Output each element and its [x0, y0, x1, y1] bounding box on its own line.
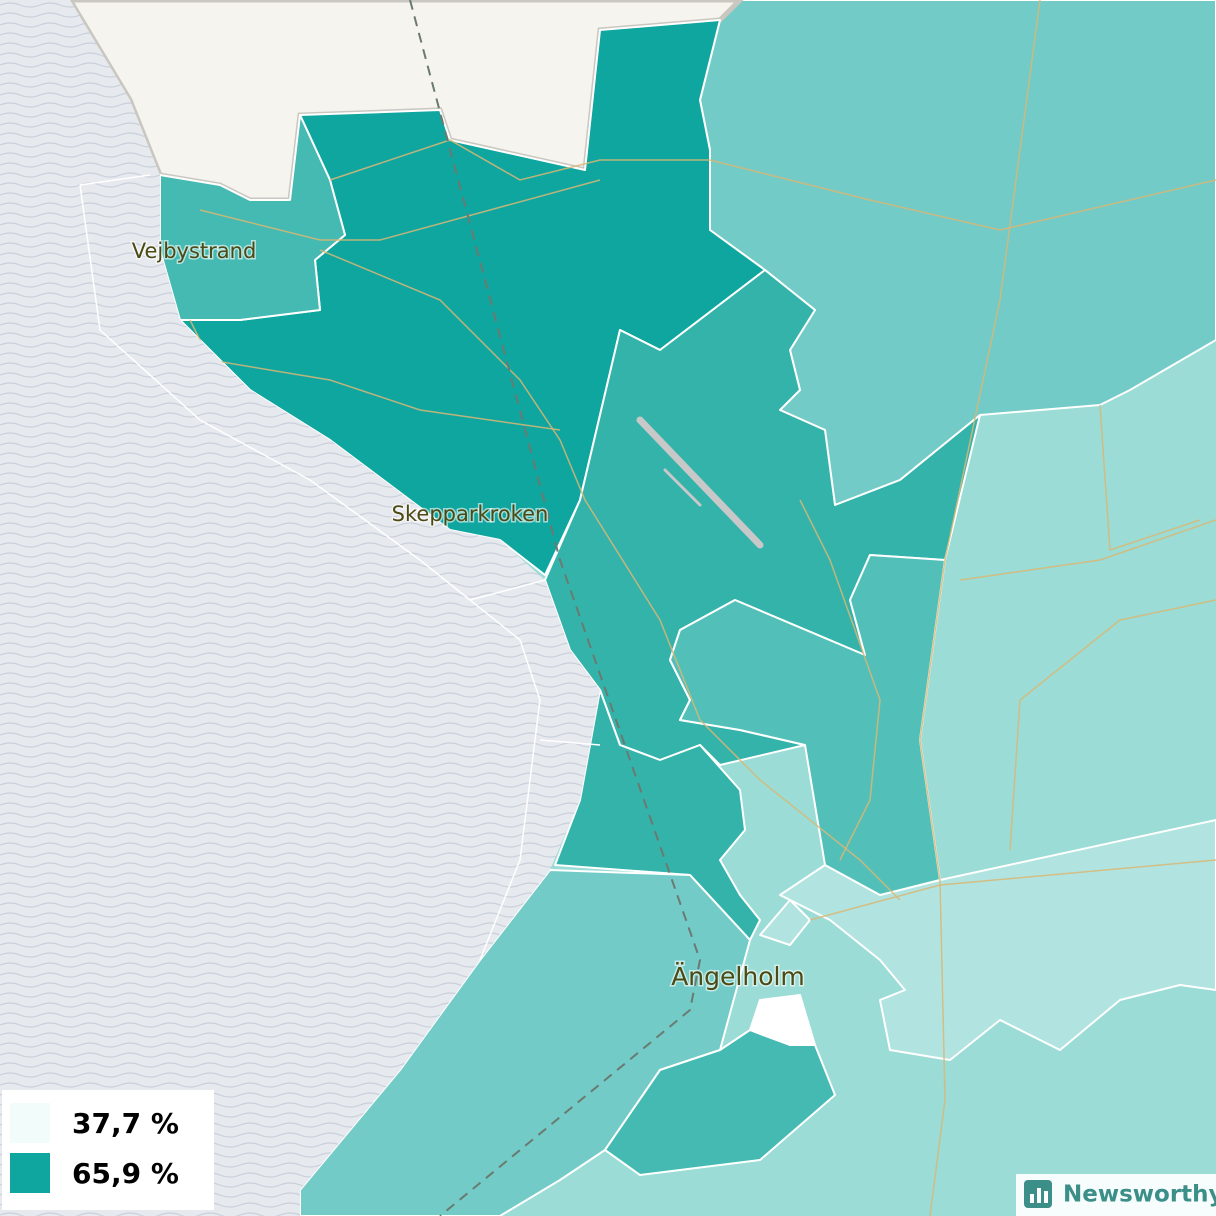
place-label: Skepparkroken — [392, 502, 549, 526]
legend-swatch — [10, 1103, 50, 1143]
place-label: Vejbystrand — [132, 239, 257, 263]
legend-label: 65,9 % — [72, 1157, 179, 1190]
roads — [189, 0, 1216, 1216]
railway — [409, 0, 702, 1216]
airport — [636, 416, 764, 549]
sea — [0, 0, 600, 1216]
legend-label: 37,7 % — [72, 1107, 179, 1140]
legend-swatch — [10, 1153, 50, 1193]
brand: Newsworthy — [1016, 1174, 1216, 1216]
legend: 37,7 % 65,9 % — [2, 1090, 214, 1210]
place-label: Ängelholm — [671, 962, 805, 991]
sea-borders — [79, 174, 601, 961]
brand-text: Newsworthy — [1063, 1182, 1216, 1208]
